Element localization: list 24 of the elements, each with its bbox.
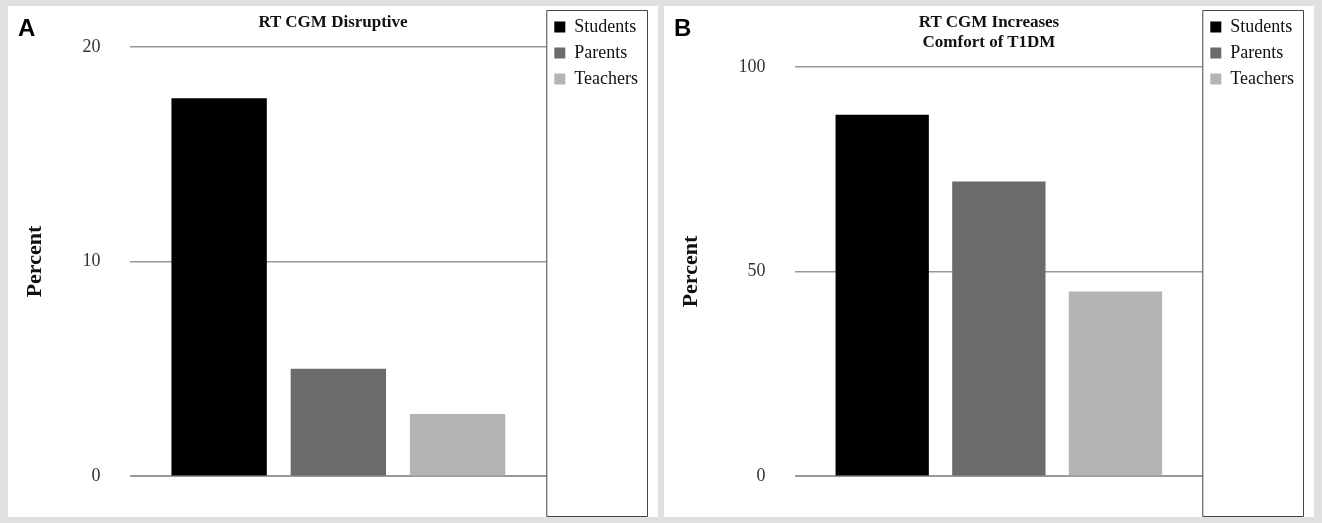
text: B [674, 14, 692, 42]
bar [1068, 291, 1163, 476]
chart-title: RT CGM Disruptive [258, 11, 409, 31]
legend-label: Parents [1230, 41, 1284, 62]
bar [171, 98, 267, 476]
legend-label: Teachers [1230, 67, 1295, 88]
legend-label: Students [574, 15, 637, 36]
chart-title: RT CGM Increases Comfort of T1DM [918, 11, 1060, 51]
y-tick-label: 10 [82, 250, 101, 271]
bar [290, 368, 387, 476]
y-tick-label: 0 [91, 464, 101, 485]
bar [409, 413, 506, 476]
y-tick-label: 100 [738, 55, 766, 76]
legend-label: Students [1230, 15, 1293, 36]
y-tick-label: 0 [756, 464, 766, 485]
bar [835, 114, 929, 476]
y-tick-label: 20 [82, 35, 101, 56]
bar [952, 181, 1046, 476]
y-axis-title: Percent [676, 235, 702, 308]
legend-label: Teachers [574, 67, 639, 88]
y-tick-label: 50 [747, 260, 766, 281]
text: A [18, 14, 36, 42]
y-axis-title: Percent [20, 225, 46, 298]
legend-label: Parents [574, 41, 628, 62]
